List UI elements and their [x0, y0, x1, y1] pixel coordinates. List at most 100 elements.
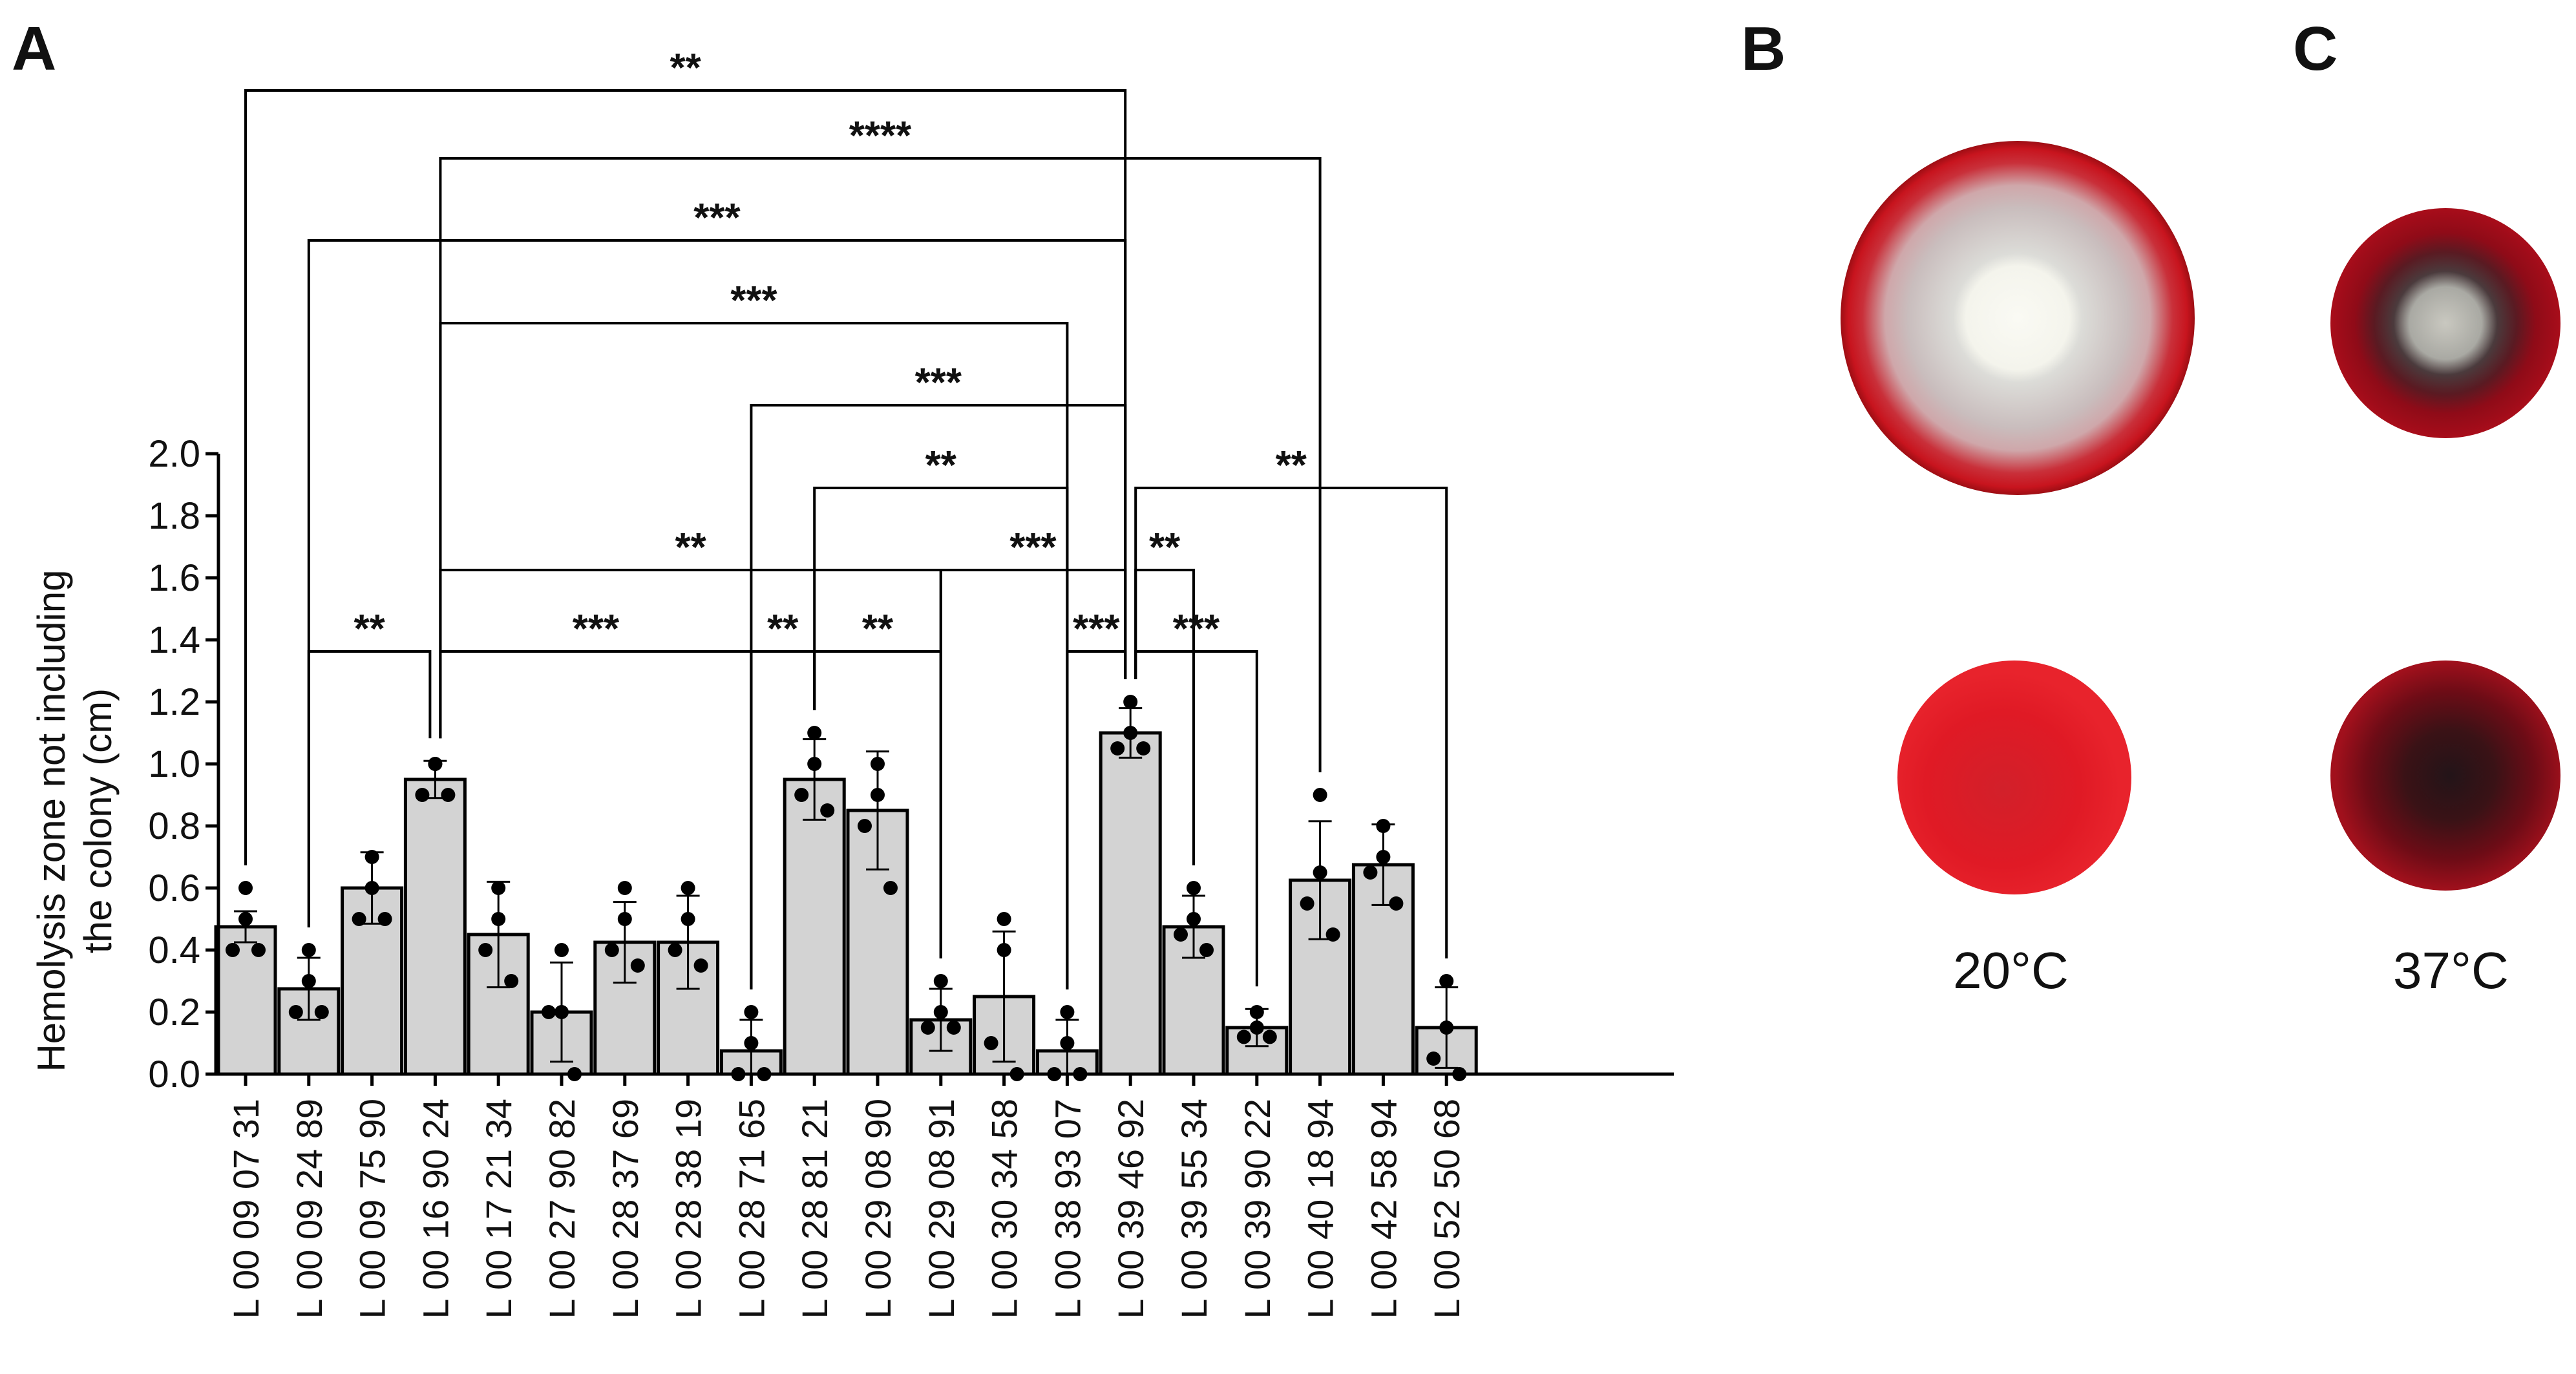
data-point-8-2 — [681, 912, 695, 926]
data-point-14-1 — [1060, 1005, 1075, 1019]
data-point-3-2 — [364, 881, 379, 895]
data-point-5-4 — [504, 974, 519, 988]
data-point-20-1 — [1439, 974, 1454, 988]
y-tick-label-7: 1.4 — [148, 619, 200, 661]
data-point-16-3 — [1174, 927, 1188, 942]
significance-bracket-4 — [439, 322, 1069, 989]
data-point-14-2 — [1060, 1036, 1075, 1050]
y-axis-label-line-1: Hemolysis zone not including — [30, 569, 73, 1072]
y-tick-label-2: 0.4 — [148, 929, 200, 971]
data-point-17-4 — [1262, 1030, 1277, 1044]
data-point-17-3 — [1236, 1030, 1251, 1044]
significance-label-12: *** — [573, 607, 620, 651]
data-point-2-3 — [288, 1005, 303, 1019]
significance-label-16: *** — [1173, 607, 1220, 651]
data-point-15-3 — [1110, 741, 1125, 756]
temperature-label-37c: 37°C — [2393, 942, 2509, 999]
data-point-1-3 — [226, 943, 240, 957]
data-point-18-1 — [1313, 788, 1327, 802]
data-point-2-2 — [301, 974, 316, 988]
significance-label-3: *** — [693, 196, 741, 240]
data-point-7-3 — [604, 943, 619, 957]
significance-label-2: **** — [849, 114, 912, 158]
significance-label-15: *** — [1073, 607, 1120, 651]
significance-bracket-16 — [1134, 650, 1258, 987]
data-point-3-1 — [364, 850, 379, 864]
data-point-17-2 — [1249, 1020, 1264, 1035]
significance-label-6: ** — [925, 443, 957, 488]
significance-label-11: ** — [354, 607, 385, 651]
x-tick-label-18: L 00 40 18 94 — [1300, 1099, 1341, 1318]
data-point-11-4 — [883, 881, 898, 895]
data-point-11-1 — [871, 757, 885, 771]
significance-bracket-11 — [307, 650, 432, 927]
data-point-6-2 — [554, 1005, 569, 1019]
y-tick-label-10: 2.0 — [148, 433, 200, 475]
data-point-19-2 — [1376, 850, 1391, 864]
data-point-layer — [226, 695, 1467, 1081]
x-tick-label-15: L 00 39 46 92 — [1110, 1099, 1151, 1318]
y-tick-label-0: 0.0 — [148, 1053, 200, 1095]
data-point-12-1 — [933, 974, 948, 988]
x-tick-label-3: L 00 09 75 90 — [352, 1099, 393, 1318]
panel-label-a: A — [12, 14, 57, 83]
x-tick-label-19: L 00 42 58 94 — [1363, 1099, 1404, 1318]
bar-4 — [403, 777, 467, 1076]
data-point-10-3 — [794, 788, 809, 802]
x-tick-label-12: L 00 29 08 91 — [921, 1099, 962, 1318]
x-tick-label-4: L 00 16 90 24 — [415, 1099, 456, 1318]
data-point-20-3 — [1426, 1052, 1441, 1066]
data-point-1-2 — [238, 912, 253, 926]
data-point-15-2 — [1123, 726, 1138, 740]
data-point-18-4 — [1325, 927, 1340, 942]
data-point-3-3 — [352, 912, 366, 926]
significance-bracket-1 — [244, 89, 1127, 865]
significance-bracket-10 — [1134, 569, 1195, 865]
significance-label-10: ** — [1149, 525, 1181, 570]
significance-label-8: ** — [675, 525, 706, 570]
data-point-10-4 — [820, 803, 835, 818]
significance-label-14: ** — [862, 607, 894, 651]
data-point-9-2 — [744, 1036, 759, 1050]
data-point-5-1 — [491, 881, 506, 895]
x-tick-label-16: L 00 39 55 34 — [1174, 1099, 1214, 1318]
significance-bracket-2 — [439, 157, 1322, 772]
x-tick-label-20: L 00 52 50 68 — [1426, 1099, 1467, 1318]
data-point-8-3 — [668, 943, 682, 957]
y-axis-label-line-2: the colony (cm) — [76, 688, 120, 953]
y-tick-label-1: 0.2 — [148, 991, 200, 1033]
bar-layer — [214, 731, 1478, 1076]
data-point-8-1 — [681, 881, 695, 895]
data-point-6-3 — [542, 1005, 556, 1019]
bar-1 — [214, 925, 277, 1076]
x-tick-label-1: L 00 09 07 31 — [226, 1099, 266, 1318]
data-point-16-2 — [1187, 912, 1201, 926]
x-tick-label-9: L 00 28 71 65 — [731, 1099, 772, 1318]
data-point-4-2 — [428, 757, 443, 771]
y-tick-label-3: 0.6 — [148, 867, 200, 909]
data-point-5-3 — [478, 943, 493, 957]
x-tick-label-6: L 00 27 90 82 — [542, 1099, 582, 1318]
x-tick-label-17: L 00 39 90 22 — [1237, 1099, 1278, 1318]
data-point-13-1 — [997, 912, 1011, 926]
bar-10 — [783, 777, 846, 1076]
data-point-19-4 — [1389, 896, 1404, 911]
y-tick-label-4: 0.8 — [148, 805, 200, 847]
data-point-12-3 — [920, 1020, 935, 1035]
temperature-label-20c: 20°C — [1953, 942, 2069, 999]
x-tick-label-10: L 00 28 81 21 — [794, 1099, 835, 1318]
x-tick-label-7: L 00 28 37 69 — [605, 1099, 646, 1318]
data-point-2-4 — [314, 1005, 329, 1019]
data-point-18-2 — [1313, 865, 1327, 880]
y-tick-label-8: 1.6 — [148, 557, 200, 599]
significance-bracket-14 — [813, 650, 942, 958]
y-tick-label-5: 1.0 — [148, 743, 200, 785]
data-point-20-2 — [1439, 1020, 1454, 1035]
data-point-5-2 — [491, 912, 506, 926]
data-point-11-2 — [871, 788, 885, 802]
x-tick-label-14: L 00 38 93 07 — [1047, 1099, 1088, 1318]
data-point-18-3 — [1300, 896, 1314, 911]
data-point-8-4 — [693, 958, 708, 973]
data-point-4-3 — [415, 788, 430, 802]
